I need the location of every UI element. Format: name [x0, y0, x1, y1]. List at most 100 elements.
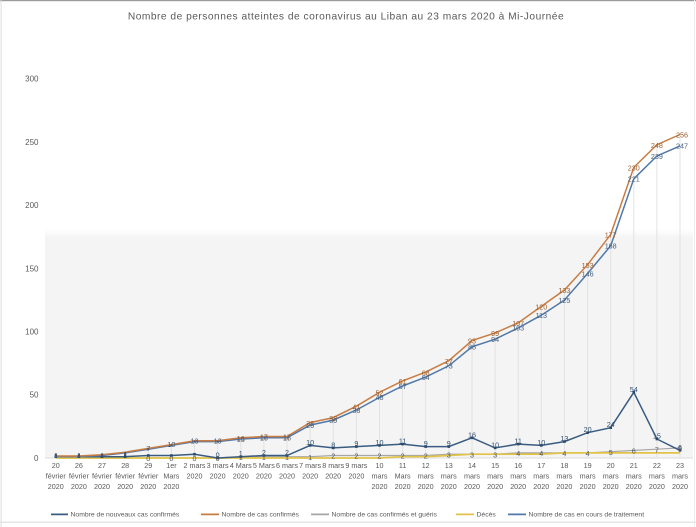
svg-text:94: 94 — [491, 335, 499, 344]
svg-text:2020: 2020 — [533, 482, 549, 491]
svg-text:22: 22 — [653, 461, 661, 470]
svg-text:15: 15 — [237, 435, 245, 444]
svg-text:2020: 2020 — [302, 472, 318, 481]
svg-text:Décès: Décès — [477, 512, 497, 519]
svg-text:2020: 2020 — [210, 472, 226, 481]
svg-text:30: 30 — [329, 416, 337, 425]
svg-text:4: 4 — [562, 449, 566, 458]
svg-text:2020: 2020 — [163, 482, 179, 491]
svg-text:Mars: Mars — [395, 472, 411, 481]
svg-text:2: 2 — [285, 448, 289, 457]
svg-text:2: 2 — [424, 452, 428, 461]
svg-text:2020: 2020 — [464, 482, 480, 491]
svg-text:300: 300 — [25, 75, 39, 84]
svg-text:2: 2 — [331, 452, 335, 461]
svg-text:10: 10 — [376, 438, 384, 447]
svg-text:2020: 2020 — [626, 482, 642, 491]
svg-text:133: 133 — [558, 286, 570, 295]
svg-text:mars: mars — [672, 472, 688, 481]
svg-text:48: 48 — [376, 393, 384, 402]
svg-text:février: février — [69, 472, 90, 481]
svg-text:10: 10 — [167, 440, 175, 449]
svg-text:4: 4 — [586, 449, 590, 458]
svg-text:2: 2 — [354, 452, 358, 461]
svg-text:250: 250 — [25, 138, 39, 147]
svg-text:6: 6 — [678, 443, 682, 452]
svg-text:21: 21 — [630, 461, 638, 470]
svg-text:200: 200 — [25, 201, 39, 210]
svg-text:54: 54 — [630, 385, 638, 394]
svg-text:0: 0 — [216, 454, 220, 463]
svg-text:2020: 2020 — [510, 482, 526, 491]
svg-text:11: 11 — [399, 437, 406, 446]
svg-text:3 mars: 3 mars — [207, 461, 229, 470]
svg-text:7 mars: 7 mars — [299, 461, 321, 470]
svg-text:20: 20 — [52, 461, 60, 470]
svg-text:0: 0 — [146, 454, 150, 463]
svg-text:2020: 2020 — [395, 482, 411, 491]
svg-text:107: 107 — [512, 319, 524, 328]
svg-text:9: 9 — [447, 439, 451, 448]
svg-text:mars: mars — [556, 472, 572, 481]
svg-text:16: 16 — [260, 434, 268, 443]
svg-text:3: 3 — [447, 450, 451, 459]
svg-text:2020: 2020 — [649, 482, 665, 491]
svg-text:32: 32 — [329, 414, 337, 423]
svg-text:Nombre de personnes atteintes: Nombre de personnes atteintes de coronav… — [128, 11, 564, 22]
svg-text:256: 256 — [676, 131, 688, 140]
svg-text:mars: mars — [533, 472, 549, 481]
svg-text:230: 230 — [628, 164, 640, 173]
svg-text:2020: 2020 — [233, 472, 249, 481]
svg-text:16: 16 — [514, 461, 522, 470]
svg-text:2020: 2020 — [556, 482, 572, 491]
svg-text:2020: 2020 — [603, 482, 619, 491]
svg-text:17: 17 — [537, 461, 545, 470]
svg-text:2020: 2020 — [256, 472, 272, 481]
svg-text:1: 1 — [308, 453, 312, 462]
svg-text:247: 247 — [676, 142, 688, 151]
svg-text:Nombre de cas en cours de trai: Nombre de cas en cours de traitement — [529, 512, 645, 519]
svg-text:2020: 2020 — [117, 482, 133, 491]
svg-text:61: 61 — [399, 377, 407, 386]
svg-text:150: 150 — [25, 264, 39, 273]
svg-text:15: 15 — [491, 461, 499, 470]
svg-text:5 Mars: 5 Mars — [253, 461, 275, 470]
svg-text:2020: 2020 — [94, 482, 110, 491]
svg-text:mars: mars — [441, 472, 457, 481]
svg-text:24: 24 — [607, 420, 615, 429]
svg-text:8 mars: 8 mars — [322, 461, 344, 470]
svg-text:20: 20 — [584, 425, 592, 434]
svg-text:68: 68 — [422, 368, 430, 377]
svg-text:23: 23 — [676, 461, 684, 470]
svg-text:11: 11 — [514, 437, 521, 446]
svg-text:5: 5 — [609, 448, 613, 457]
svg-text:7: 7 — [655, 445, 659, 454]
svg-text:2020: 2020 — [441, 482, 457, 491]
svg-text:27: 27 — [98, 461, 106, 470]
svg-text:9: 9 — [424, 439, 428, 448]
svg-text:12: 12 — [422, 461, 430, 470]
svg-text:17: 17 — [283, 433, 291, 442]
svg-text:mars: mars — [649, 472, 665, 481]
svg-text:168: 168 — [605, 242, 617, 251]
svg-text:4: 4 — [516, 449, 520, 458]
svg-text:239: 239 — [651, 152, 663, 161]
svg-text:177: 177 — [605, 231, 617, 240]
svg-text:18: 18 — [560, 461, 568, 470]
svg-text:8: 8 — [678, 444, 682, 453]
svg-text:mars: mars — [372, 472, 388, 481]
svg-text:73: 73 — [445, 362, 453, 371]
svg-text:2020: 2020 — [418, 482, 434, 491]
svg-text:2020: 2020 — [672, 482, 688, 491]
svg-text:4 Mars: 4 Mars — [230, 461, 252, 470]
svg-text:4: 4 — [539, 449, 543, 458]
svg-text:10: 10 — [306, 438, 314, 447]
svg-text:11: 11 — [399, 461, 406, 470]
svg-text:2020: 2020 — [487, 482, 503, 491]
svg-text:19: 19 — [584, 461, 592, 470]
svg-text:2020: 2020 — [580, 482, 596, 491]
svg-text:7: 7 — [146, 444, 150, 453]
svg-text:2020: 2020 — [325, 472, 341, 481]
svg-text:1: 1 — [239, 449, 243, 458]
svg-text:Nombre de nouveaux cas confirm: Nombre de nouveaux cas confirmés — [71, 512, 180, 519]
